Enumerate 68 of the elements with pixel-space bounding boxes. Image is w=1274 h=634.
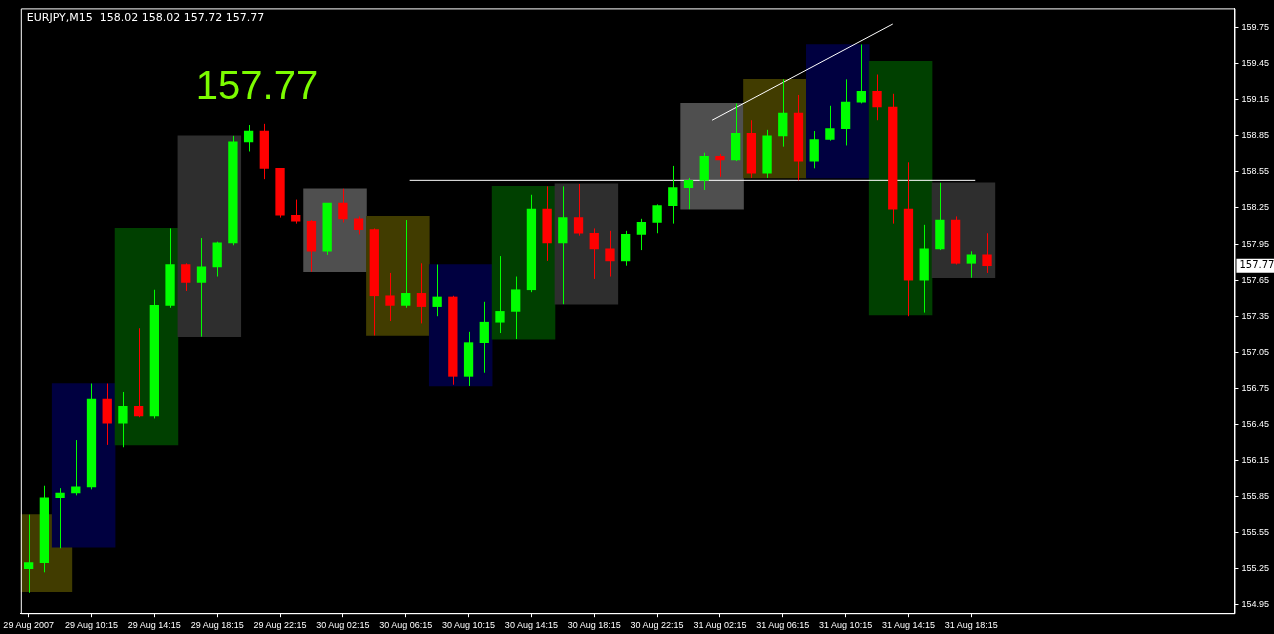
candlestick bbox=[809, 130, 819, 169]
candlestick bbox=[401, 219, 411, 309]
candlestick bbox=[683, 177, 694, 210]
y-tick-label: 156.15 bbox=[1241, 454, 1269, 465]
y-tick-label: 159.45 bbox=[1241, 58, 1269, 69]
candlestick bbox=[133, 327, 144, 418]
y-tick-label: 157.05 bbox=[1241, 346, 1269, 357]
x-tick-label: 29 Aug 2007 bbox=[3, 620, 54, 631]
x-tick-label: 30 Aug 10:15 bbox=[442, 620, 496, 631]
candlestick bbox=[432, 264, 442, 317]
candlestick bbox=[636, 218, 647, 251]
candlestick bbox=[353, 215, 364, 235]
x-tick-label: 30 Aug 22:15 bbox=[630, 620, 684, 631]
y-tick-label: 156.45 bbox=[1241, 418, 1269, 429]
x-tick-label: 31 Aug 14:15 bbox=[881, 620, 935, 631]
candlestick bbox=[778, 78, 788, 148]
candlestick bbox=[511, 276, 521, 340]
candlestick bbox=[856, 43, 866, 104]
y-tick-label: 155.55 bbox=[1241, 527, 1269, 538]
y-tick-label: 159.15 bbox=[1241, 94, 1269, 105]
annotation: 157.77 bbox=[195, 63, 319, 108]
x-tick-label: 31 Aug 10:15 bbox=[819, 620, 873, 631]
x-tick-label: 30 Aug 02:15 bbox=[316, 620, 370, 631]
x-tick-label: 31 Aug 18:15 bbox=[944, 620, 998, 631]
x-tick-label: 29 Aug 22:15 bbox=[253, 620, 307, 631]
candlestick bbox=[872, 74, 882, 121]
candlestick bbox=[966, 250, 976, 279]
x-tick-label: 30 Aug 14:15 bbox=[504, 620, 558, 631]
candlestick bbox=[196, 237, 207, 338]
candlestick bbox=[385, 272, 395, 322]
candlestick bbox=[416, 262, 427, 324]
x-tick-label: 29 Aug 18:15 bbox=[190, 620, 244, 631]
y-tick-label: 157.95 bbox=[1241, 238, 1269, 249]
candlestick bbox=[495, 255, 505, 334]
y-tick-label: 158.25 bbox=[1241, 202, 1269, 213]
candlestick bbox=[55, 487, 65, 549]
candlestick bbox=[715, 153, 725, 178]
x-tick-label: 30 Aug 18:15 bbox=[567, 620, 621, 631]
candlestick bbox=[825, 105, 835, 142]
y-tick-label: 156.75 bbox=[1241, 382, 1269, 393]
candlestick bbox=[118, 391, 128, 448]
candlestick bbox=[338, 188, 348, 223]
y-tick-label: 158.85 bbox=[1241, 130, 1269, 141]
y-tick-label: 159.75 bbox=[1241, 22, 1269, 33]
x-tick-label: 31 Aug 02:15 bbox=[693, 620, 747, 631]
candlestick bbox=[573, 183, 584, 237]
x-tick-label: 30 Aug 06:15 bbox=[379, 620, 433, 631]
y-tick-label: 158.55 bbox=[1241, 166, 1269, 177]
y-tick-label: 154.95 bbox=[1241, 599, 1269, 610]
candlestick bbox=[24, 514, 34, 594]
candlestick bbox=[181, 262, 191, 292]
y-tick-label: 157.65 bbox=[1241, 274, 1269, 285]
y-tick-label: 157.35 bbox=[1241, 310, 1269, 321]
annotation: 157.77 bbox=[1239, 259, 1274, 271]
candlestick bbox=[589, 227, 599, 280]
x-tick-label: 29 Aug 14:15 bbox=[127, 620, 181, 631]
x-tick-label: 31 Aug 06:15 bbox=[756, 620, 810, 631]
candlestick bbox=[668, 165, 678, 225]
x-tick-label: 29 Aug 10:15 bbox=[64, 620, 119, 631]
candlestick bbox=[291, 199, 301, 225]
chart-title: EURJPY,M15 158.02 158.02 157.72 157.77 bbox=[26, 10, 265, 24]
y-tick-label: 155.85 bbox=[1241, 491, 1269, 502]
candlestick bbox=[479, 301, 489, 374]
candlestick bbox=[605, 230, 615, 278]
candlestick bbox=[652, 203, 662, 234]
candlestick bbox=[243, 124, 254, 152]
y-tick-label: 155.25 bbox=[1241, 563, 1269, 574]
candlestick bbox=[982, 232, 992, 274]
